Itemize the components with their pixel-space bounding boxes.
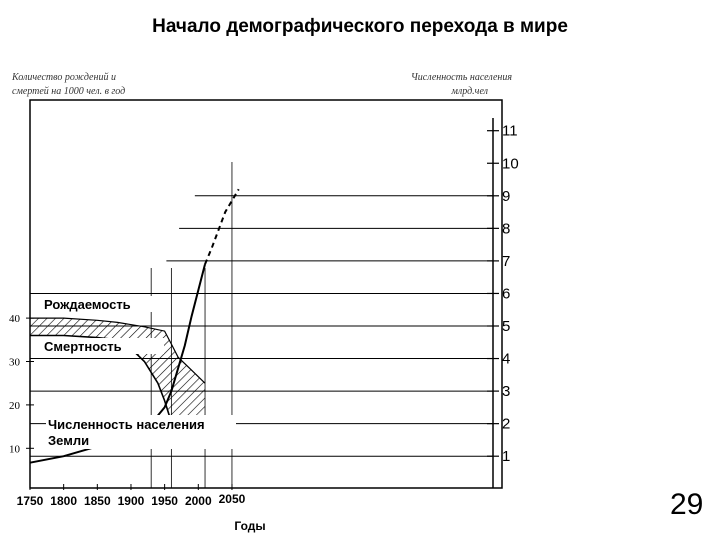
slide-number: 29 (670, 488, 704, 521)
right-axis-label-line1: Численность населения (411, 72, 512, 83)
right-tick-label-2: 2 (502, 416, 510, 433)
left-tick-label-40: 40 (9, 313, 21, 325)
x-tick-label-1750: 1750 (17, 494, 44, 508)
left-tick-label-10: 10 (9, 443, 21, 455)
right-tick-label-7: 7 (502, 253, 510, 270)
right-axis-label-line2: млрд.чел (451, 86, 489, 97)
left-axis-ticks: 10 20 30 40 (9, 313, 34, 455)
population-label-line2: Земли (48, 433, 89, 448)
population-label: Численность населения Земли (48, 417, 208, 448)
plot-frame (29, 99, 503, 489)
population-label-line1: Численность населения (48, 417, 205, 432)
left-axis-label-line2: смертей на 1000 чел. в год (12, 86, 125, 97)
left-tick-label-20: 20 (9, 400, 21, 412)
right-tick-label-5: 5 (502, 318, 510, 335)
birth-rate-line (30, 317, 206, 384)
right-tick-label-11: 11 (502, 123, 518, 140)
x-tick-label-1800: 1800 (50, 494, 77, 508)
right-axis-ticks: 1 2 3 4 5 6 7 8 9 10 11 (487, 123, 519, 465)
left-tick-label-30: 30 (9, 357, 21, 369)
birth-rate-label: Рождаемость (44, 297, 131, 312)
x-tick-label-2050: 2050 (219, 492, 246, 506)
population-projection-line (204, 188, 240, 265)
death-rate-label: Смертность (44, 339, 122, 354)
x-tick-label-1850: 1850 (84, 494, 111, 508)
birth-label-bg (42, 296, 152, 312)
left-axis-label-line1: Количество рождений и (11, 72, 116, 83)
slide-title: Начало демографического перехода в мире (152, 16, 568, 37)
x-axis-ticks: 1750 1800 1850 1900 1950 2000 2050 (17, 484, 246, 508)
right-tick-label-4: 4 (502, 351, 510, 368)
x-tick-label-2000: 2000 (185, 494, 212, 508)
x-tick-label-1950: 1950 (151, 494, 178, 508)
population-label-bg (46, 415, 236, 449)
right-tick-label-8: 8 (502, 220, 510, 237)
right-tick-label-9: 9 (502, 188, 510, 205)
right-tick-label-1: 1 (502, 448, 510, 465)
x-axis-label: Годы (234, 519, 265, 533)
right-tick-label-10: 10 (502, 155, 519, 172)
horizontal-grid (30, 195, 493, 457)
death-label-bg (42, 338, 164, 354)
x-tick-label-1900: 1900 (118, 494, 145, 508)
right-tick-label-3: 3 (502, 383, 510, 400)
right-tick-label-6: 6 (502, 285, 510, 302)
